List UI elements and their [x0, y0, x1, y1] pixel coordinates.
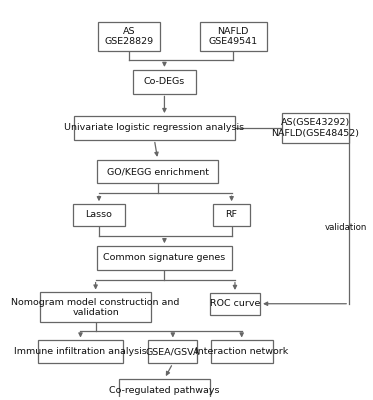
FancyBboxPatch shape	[98, 22, 160, 51]
Text: AS(GSE43292)
NAFLD(GSE48452): AS(GSE43292) NAFLD(GSE48452)	[272, 118, 360, 138]
Text: ROC curve: ROC curve	[210, 299, 260, 308]
FancyBboxPatch shape	[282, 113, 349, 143]
FancyBboxPatch shape	[38, 340, 123, 363]
FancyBboxPatch shape	[132, 70, 196, 94]
FancyBboxPatch shape	[119, 379, 210, 400]
Text: Immune infiltration analysis: Immune infiltration analysis	[14, 347, 147, 356]
Text: Univariate logistic regression analysis: Univariate logistic regression analysis	[64, 123, 244, 132]
Text: Co-regulated pathways: Co-regulated pathways	[109, 386, 220, 395]
Text: Nomogram model construction and
validation: Nomogram model construction and validati…	[12, 298, 180, 317]
Text: validation: validation	[325, 223, 367, 232]
FancyBboxPatch shape	[40, 292, 151, 322]
Text: GSEA/GSVA: GSEA/GSVA	[145, 347, 200, 356]
FancyBboxPatch shape	[148, 340, 197, 363]
Text: GO/KEGG enrichment: GO/KEGG enrichment	[107, 167, 209, 176]
FancyBboxPatch shape	[213, 204, 250, 226]
Text: Co-DEGs: Co-DEGs	[144, 77, 185, 86]
FancyBboxPatch shape	[200, 22, 267, 51]
FancyBboxPatch shape	[211, 340, 273, 363]
Text: AS
GSE28829: AS GSE28829	[104, 27, 154, 46]
FancyBboxPatch shape	[210, 293, 260, 314]
Text: Interaction network: Interaction network	[195, 347, 288, 356]
FancyBboxPatch shape	[73, 204, 125, 226]
Text: RF: RF	[226, 210, 238, 220]
Text: NAFLD
GSE49541: NAFLD GSE49541	[209, 27, 258, 46]
Text: Lasso: Lasso	[85, 210, 112, 220]
FancyBboxPatch shape	[97, 160, 218, 184]
FancyBboxPatch shape	[97, 246, 232, 270]
FancyBboxPatch shape	[74, 116, 235, 140]
Text: Common signature genes: Common signature genes	[103, 254, 226, 262]
